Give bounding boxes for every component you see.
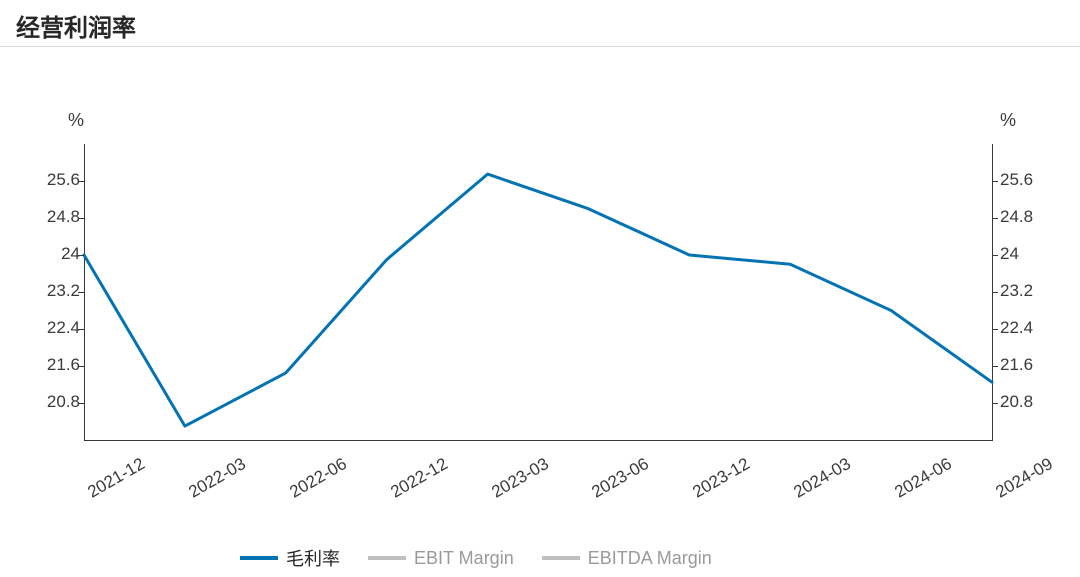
chart-container: 经营利润率 % % 20.820.821.621.622.422.423.223… (0, 0, 1080, 577)
y-tick-label-right: 24 (1000, 244, 1019, 264)
series-line (84, 174, 992, 426)
y-tick-label-left: 21.6 (47, 355, 80, 375)
title-divider (0, 46, 1080, 47)
y-tick-label-right: 24.8 (1000, 207, 1033, 227)
y-tick-mark (992, 366, 998, 367)
legend-label: EBIT Margin (414, 548, 514, 569)
y-tick-mark (78, 181, 84, 182)
legend-swatch (542, 556, 580, 560)
legend-swatch (240, 556, 278, 560)
y-tick-label-left: 23.2 (47, 281, 80, 301)
legend-item[interactable]: EBIT Margin (368, 548, 514, 569)
y-tick-mark (992, 255, 998, 256)
y-tick-label-left: 25.6 (47, 170, 80, 190)
y-tick-mark (992, 329, 998, 330)
y-tick-label-right: 20.8 (1000, 392, 1033, 412)
y-tick-label-left: 24.8 (47, 207, 80, 227)
chart-area: % % 20.820.821.621.622.422.423.223.22424… (0, 90, 1080, 530)
y-tick-mark (992, 292, 998, 293)
y-tick-label-right: 23.2 (1000, 281, 1033, 301)
y-tick-mark (78, 366, 84, 367)
y-tick-label-right: 22.4 (1000, 318, 1033, 338)
legend: 毛利率 EBIT Margin EBITDA Margin (240, 545, 712, 571)
legend-swatch (368, 556, 406, 560)
legend-label: 毛利率 (286, 545, 340, 571)
y-tick-mark (992, 403, 998, 404)
y-tick-label-left: 22.4 (47, 318, 80, 338)
y-tick-mark (78, 329, 84, 330)
y-tick-mark (992, 181, 998, 182)
legend-item[interactable]: EBITDA Margin (542, 548, 712, 569)
y-tick-mark (78, 255, 84, 256)
y-tick-mark (992, 218, 998, 219)
y-tick-label-left: 20.8 (47, 392, 80, 412)
legend-item[interactable]: 毛利率 (240, 545, 340, 571)
legend-label: EBITDA Margin (588, 548, 712, 569)
y-tick-label-left: 24 (61, 244, 80, 264)
y-tick-label-right: 25.6 (1000, 170, 1033, 190)
y-tick-mark (78, 292, 84, 293)
y-tick-mark (78, 403, 84, 404)
y-tick-mark (78, 218, 84, 219)
y-tick-label-right: 21.6 (1000, 355, 1033, 375)
chart-title: 经营利润率 (16, 8, 136, 43)
